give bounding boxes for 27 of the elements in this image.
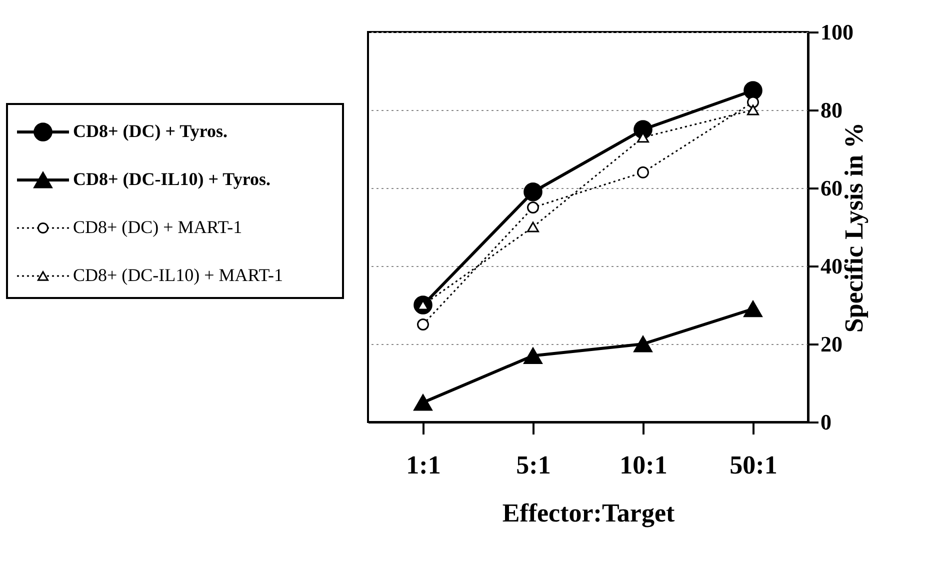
x-tick-label: 50:1	[730, 450, 778, 480]
point	[747, 104, 759, 116]
x-tick-label: 1:1	[406, 450, 441, 480]
x-tick-label: 10:1	[620, 450, 668, 480]
y-tick-label: 100	[820, 20, 854, 44]
legend-label: CD8+ (DC-IL10) + MART-1	[73, 265, 284, 285]
point	[524, 182, 542, 202]
x-tick-label: 5:1	[516, 450, 551, 480]
point	[527, 222, 539, 232]
legend-label: CD8+ (DC) + Tyros.	[73, 121, 228, 141]
x-axis-title: Effector:Target	[502, 498, 675, 528]
point	[524, 347, 542, 364]
point	[747, 96, 759, 108]
point	[634, 336, 652, 352]
y-tick-label: 0	[820, 410, 832, 434]
y-tick-label: 60	[820, 176, 842, 200]
legend-label: CD8+ (DC) + MART-1	[73, 217, 242, 237]
point	[744, 81, 762, 100]
y-tick-label: 40	[820, 254, 842, 278]
legend-label: CD8+ (DC-IL10) + Tyros.	[73, 169, 271, 189]
y-tick-label: 80	[820, 98, 842, 122]
point	[744, 300, 762, 318]
point	[414, 394, 432, 411]
point	[527, 202, 539, 214]
point	[637, 166, 649, 178]
y-tick-label: 20	[820, 332, 842, 356]
point	[417, 318, 429, 330]
